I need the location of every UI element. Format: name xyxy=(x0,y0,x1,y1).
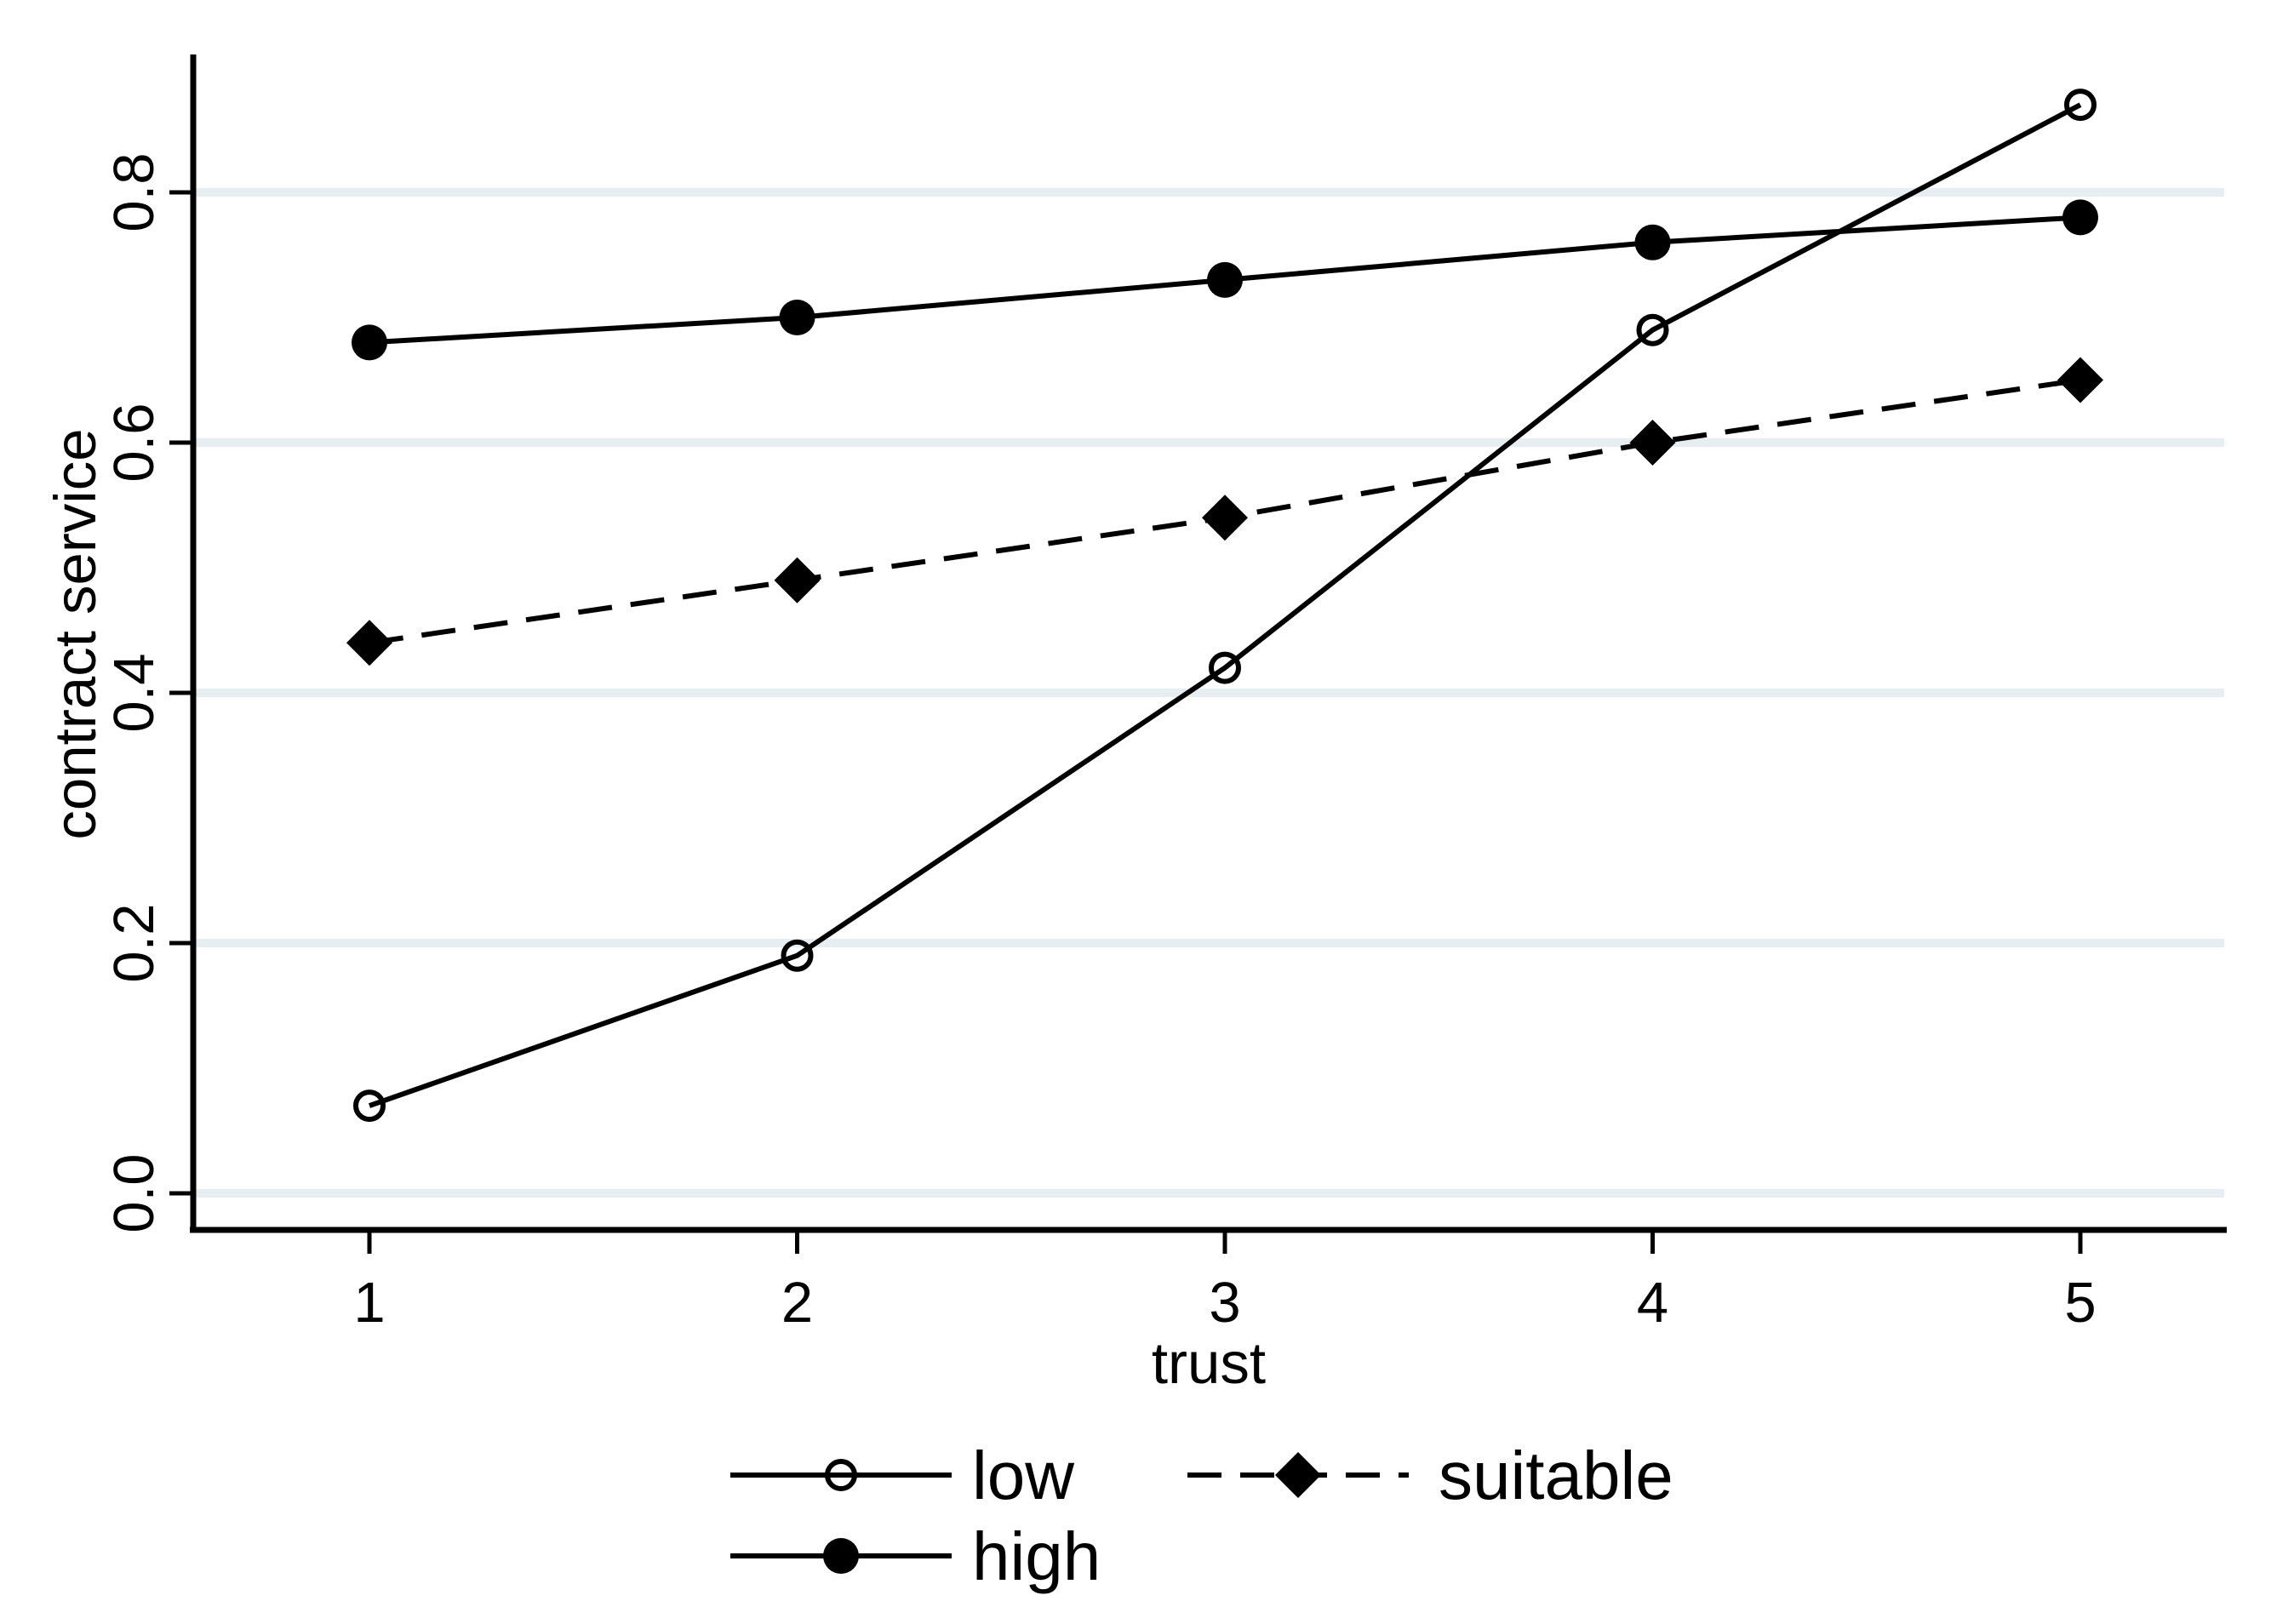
axes xyxy=(169,54,2227,1254)
series-line-low xyxy=(369,102,2082,1108)
data-series xyxy=(346,89,2103,1123)
x-tick-label-1: 1 xyxy=(353,1271,385,1335)
legend-marker-suitable xyxy=(1275,1452,1321,1498)
x-tick-label-3: 3 xyxy=(1209,1271,1240,1335)
legend-symbol-high xyxy=(730,1538,952,1574)
gridlines xyxy=(193,188,2224,1198)
y-axis-title: contract service xyxy=(43,428,108,839)
marker-high-1 xyxy=(352,324,387,361)
marker-suitable-5 xyxy=(2057,357,2103,403)
marker-high-5 xyxy=(2062,199,2098,236)
marker-low-3 xyxy=(1209,651,1241,684)
marker-low-1 xyxy=(353,1089,386,1123)
y-tick-label-0: 0.0 xyxy=(102,1153,166,1232)
legend-marker-high xyxy=(823,1538,859,1574)
legend-label-high: high xyxy=(972,1518,1101,1594)
marker-low-5 xyxy=(2064,89,2097,122)
y-tick-label-0.4: 0.4 xyxy=(102,653,166,732)
marker-suitable-2 xyxy=(774,557,821,603)
x-tick-label-5: 5 xyxy=(2064,1271,2096,1335)
marker-high-3 xyxy=(1207,261,1243,298)
marker-low-4 xyxy=(1636,313,1669,346)
legend-symbol-low xyxy=(730,1459,952,1491)
legend-symbol-suitable xyxy=(1187,1452,1409,1498)
x-tick-label-2: 2 xyxy=(781,1271,813,1335)
marker-high-4 xyxy=(1634,224,1671,260)
marker-suitable-1 xyxy=(346,620,392,666)
x-axis-title: trust xyxy=(1152,1330,1266,1396)
marker-low-2 xyxy=(781,939,814,972)
marker-high-2 xyxy=(779,300,815,335)
marker-suitable-4 xyxy=(1629,420,1676,466)
legend-label-low: low xyxy=(972,1438,1074,1513)
legend-marker-low xyxy=(825,1459,857,1491)
legend-label-suitable: suitable xyxy=(1439,1438,1673,1513)
marker-suitable-3 xyxy=(1202,495,1248,541)
y-tick-label-0.2: 0.2 xyxy=(102,903,166,982)
legend: low suitable high xyxy=(730,1438,1673,1594)
tick-labels: 0.0 0.2 0.4 0.6 0.8 1 2 3 4 5 xyxy=(102,152,2097,1335)
y-tick-label-0.8: 0.8 xyxy=(102,152,166,232)
x-tick-label-4: 4 xyxy=(1637,1271,1668,1335)
y-tick-label-0.6: 0.6 xyxy=(102,403,166,482)
